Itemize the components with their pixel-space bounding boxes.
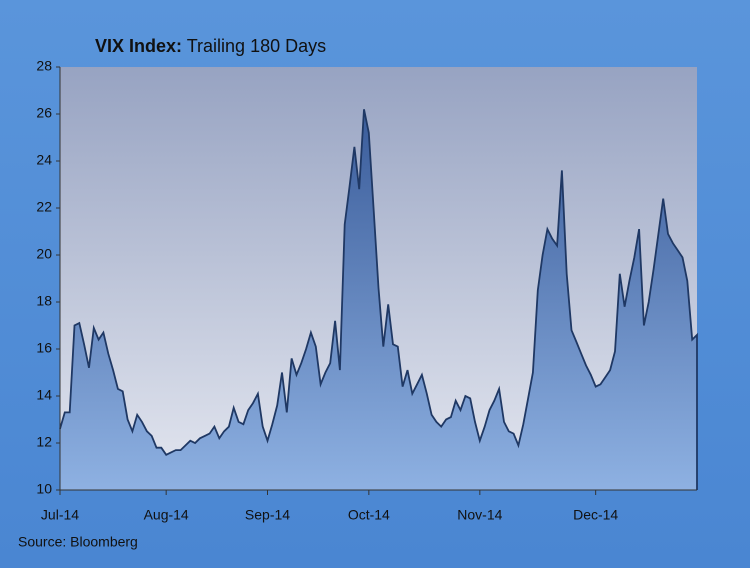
y-tick-label: 14 bbox=[36, 387, 52, 403]
line bbox=[59, 109, 698, 490]
y-tick-label: 22 bbox=[36, 199, 52, 215]
y-tick-label: 16 bbox=[36, 340, 52, 356]
source-note: Source: Bloomberg bbox=[18, 534, 138, 550]
y-tick-label: 12 bbox=[36, 434, 52, 450]
x-tick-label: Sep-14 bbox=[245, 507, 290, 523]
y-tick-label: 10 bbox=[36, 481, 52, 497]
y-tick-label: 20 bbox=[36, 246, 52, 262]
chart-title: VIX Index: Trailing 180 Days bbox=[95, 36, 326, 56]
x-tick-label: Nov-14 bbox=[457, 507, 502, 523]
y-tick-label: 18 bbox=[36, 293, 52, 309]
x-tick-label: Oct-14 bbox=[348, 507, 390, 523]
y-tick-label: 26 bbox=[36, 105, 52, 121]
x-tick-label: Dec-14 bbox=[573, 507, 618, 523]
y-tick-label: 28 bbox=[36, 58, 52, 74]
title-rest: Trailing 180 Days bbox=[187, 36, 326, 56]
x-tick-label: Jul-14 bbox=[41, 507, 79, 523]
area bbox=[60, 109, 697, 491]
y-tick-label: 24 bbox=[36, 152, 52, 168]
x-tick-label: Aug-14 bbox=[144, 507, 189, 523]
title-bold: VIX Index: bbox=[95, 36, 182, 56]
